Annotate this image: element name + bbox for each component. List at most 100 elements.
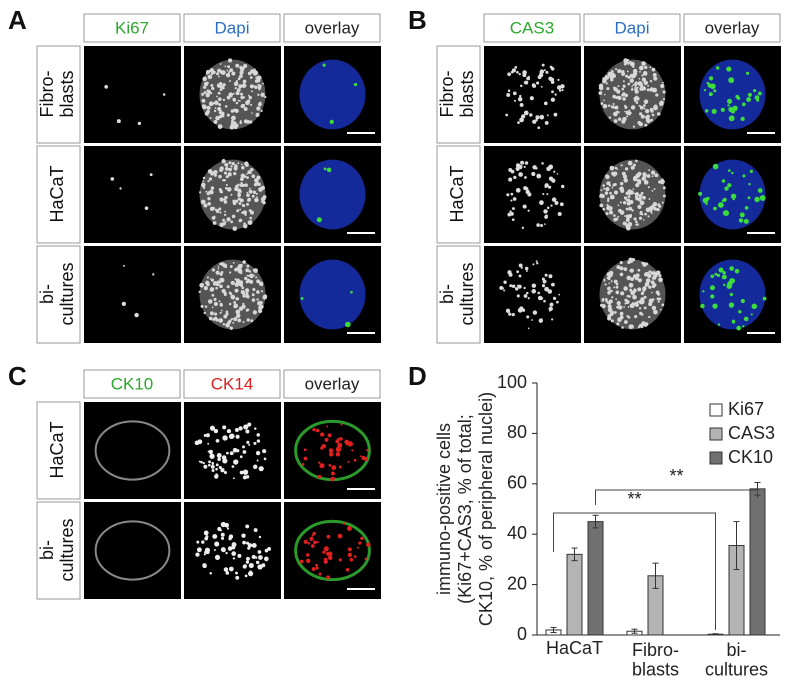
cell	[258, 281, 264, 286]
cell	[242, 294, 246, 298]
cell	[210, 311, 214, 316]
cell	[619, 201, 623, 204]
cell	[698, 191, 703, 196]
cell	[242, 302, 245, 306]
cell	[229, 326, 234, 330]
cell	[231, 115, 236, 121]
cell	[539, 114, 545, 120]
cell	[239, 183, 243, 187]
cell	[218, 318, 223, 323]
cell	[643, 99, 649, 104]
cell	[643, 104, 646, 107]
cell	[630, 290, 636, 296]
cell	[619, 315, 624, 320]
cell	[248, 270, 252, 273]
cell	[506, 93, 511, 97]
cell	[251, 174, 256, 179]
cell	[255, 192, 258, 195]
cell	[557, 211, 562, 217]
cell	[729, 277, 735, 284]
cell	[730, 193, 737, 199]
cell	[660, 179, 664, 183]
cell	[353, 459, 357, 462]
cell	[316, 217, 322, 223]
cell	[222, 425, 227, 430]
cell	[662, 98, 666, 101]
cell	[617, 85, 620, 88]
cell	[218, 174, 222, 179]
column-header-box	[183, 369, 281, 399]
cell	[531, 283, 537, 288]
cell	[651, 189, 654, 192]
cell	[637, 287, 642, 292]
cell	[653, 207, 657, 211]
cell	[260, 185, 266, 191]
cell	[544, 120, 549, 125]
cell	[215, 270, 220, 275]
cell	[744, 206, 749, 210]
cell	[221, 548, 226, 553]
cell	[624, 110, 626, 113]
cell	[327, 555, 333, 561]
cell	[210, 173, 213, 176]
cell	[522, 70, 527, 75]
cell	[237, 553, 242, 558]
cell	[347, 547, 352, 552]
legend-label: CK10	[728, 447, 773, 467]
cell	[318, 474, 322, 479]
cell	[634, 95, 638, 99]
legend-label: Ki67	[728, 399, 764, 419]
cell	[226, 527, 230, 530]
cell	[639, 200, 645, 206]
cell	[632, 163, 636, 167]
cell	[707, 83, 713, 88]
cell	[643, 72, 646, 75]
cell	[646, 118, 651, 124]
cell	[510, 192, 514, 196]
cell	[616, 322, 620, 326]
cell	[541, 162, 544, 165]
cell	[625, 218, 630, 223]
cell	[523, 165, 526, 169]
cell	[714, 272, 718, 276]
row-label: HaCaT	[447, 165, 467, 222]
cell	[212, 533, 218, 539]
cell	[256, 78, 261, 83]
row-label: HaCaT	[47, 421, 67, 478]
cell	[230, 119, 234, 123]
cell	[514, 66, 518, 69]
cell	[650, 170, 656, 175]
cell	[218, 114, 223, 119]
cell	[329, 452, 334, 457]
cell	[634, 301, 639, 305]
spheroid	[294, 519, 371, 582]
cell	[607, 71, 613, 77]
cell	[616, 168, 619, 171]
spheroid	[299, 59, 366, 130]
cell	[346, 569, 349, 572]
y-tick-label: 20	[507, 573, 527, 593]
cell	[619, 311, 624, 316]
cell	[234, 428, 239, 432]
cell	[256, 279, 261, 284]
cell	[240, 95, 245, 100]
cell	[239, 177, 244, 181]
cell	[648, 169, 650, 172]
cell	[220, 536, 225, 540]
cell	[505, 113, 509, 117]
cell	[651, 67, 656, 72]
cell	[256, 196, 258, 198]
cell	[243, 424, 249, 430]
row-label: bi-cultures	[437, 262, 477, 325]
cell	[543, 281, 545, 284]
cell	[754, 196, 760, 203]
column-header-box	[83, 369, 181, 399]
cell	[337, 533, 343, 539]
cell	[519, 306, 524, 311]
cell	[642, 86, 646, 91]
cell	[247, 274, 250, 277]
cell	[650, 118, 653, 122]
cell	[196, 547, 202, 553]
cell	[518, 164, 523, 169]
cell	[226, 285, 230, 289]
